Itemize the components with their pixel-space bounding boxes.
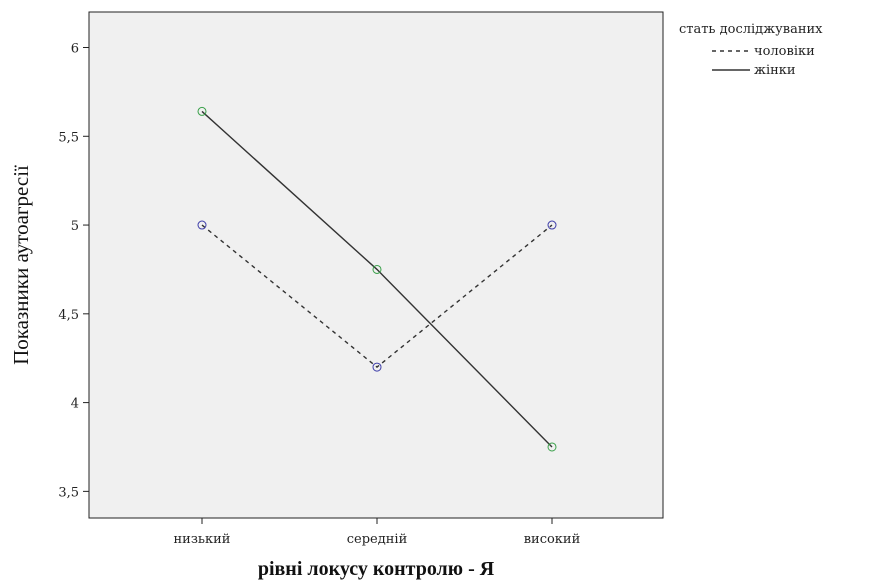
data-point (197, 106, 207, 116)
x-tick-label: середній (347, 532, 407, 547)
series-line-2 (201, 110, 553, 448)
x-tick-label: високий (524, 532, 581, 547)
x-tick-label: низький (174, 532, 231, 547)
y-tick-label: 5,5 (58, 130, 79, 145)
data-point (547, 442, 557, 452)
legend-item-label: чоловіки (754, 44, 815, 59)
y-axis: 3,5 4 4,5 5 5,5 6 (58, 42, 89, 500)
series-line-1 (201, 224, 553, 368)
data-point (372, 264, 382, 274)
data-point (547, 220, 557, 230)
plot-area (88, 11, 664, 519)
y-tick-label: 6 (71, 42, 79, 57)
x-axis-label: рівні локусу контролю - Я (258, 558, 495, 580)
y-axis-label: Показники аутоагресії (9, 165, 33, 365)
series-lines (201, 110, 553, 448)
legend: стать досліджуваних чоловіки жінки (679, 22, 823, 78)
data-point (372, 362, 382, 372)
y-tick-label: 4,5 (58, 308, 79, 323)
data-point (197, 220, 207, 230)
y-tick-label: 5 (71, 219, 79, 234)
y-tick-label: 4 (71, 397, 79, 412)
x-axis: низький середній високий (174, 518, 581, 547)
legend-item-label: жінки (754, 63, 796, 78)
series-markers (197, 106, 557, 452)
y-tick-label: 3,5 (58, 485, 79, 500)
legend-title: стать досліджуваних (679, 22, 823, 37)
